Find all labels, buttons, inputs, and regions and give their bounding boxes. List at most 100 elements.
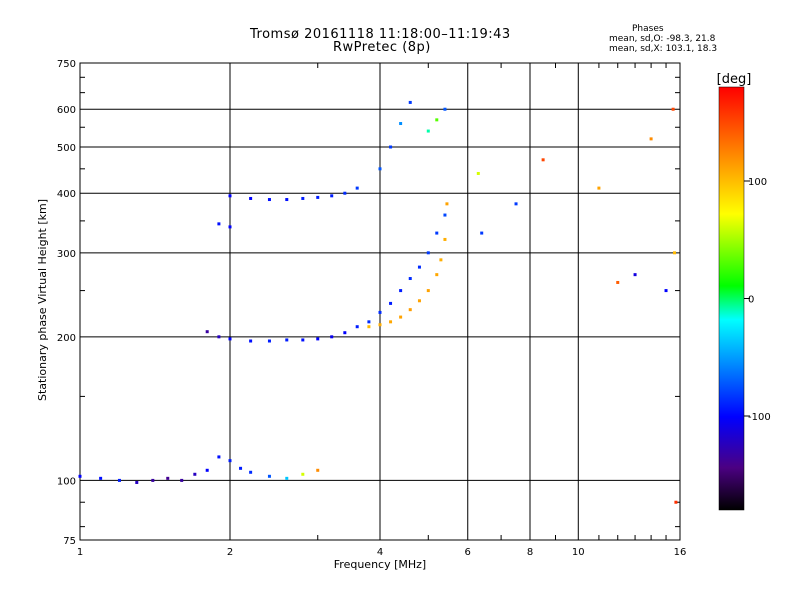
echo-point <box>285 198 289 202</box>
y-tick-label: 75 <box>63 536 76 547</box>
echo-point <box>633 273 637 277</box>
echo-point <box>426 289 430 293</box>
colorbar-ticks: 100 0 -100 <box>744 177 771 423</box>
x-tick-label: 10 <box>572 547 585 558</box>
echo-point <box>166 476 170 480</box>
echo-point <box>445 202 449 206</box>
echo-point <box>267 339 271 343</box>
phase-stats-heading: Phases <box>632 24 664 34</box>
y-tick-label: 750 <box>57 59 76 70</box>
echo-point <box>99 476 103 480</box>
colorbar-label: [deg] <box>717 72 752 87</box>
echo-point <box>426 129 430 133</box>
echo-point <box>673 251 677 255</box>
echo-point <box>239 466 243 470</box>
phase-stats-x: mean, sd,X: 103.1, 18.3 <box>609 44 718 54</box>
x-tick-label: 2 <box>227 547 233 558</box>
echo-point <box>378 310 382 314</box>
echo-point <box>514 202 518 206</box>
y-tick-label: 400 <box>57 189 76 200</box>
y-tick-label: 600 <box>57 105 76 116</box>
echo-point <box>217 455 221 459</box>
x-tick-label: 1 <box>77 547 83 558</box>
echo-point <box>480 231 484 235</box>
y-axis-label: Stationary phase Virtual Height [km] <box>36 199 49 401</box>
echo-point <box>408 308 412 312</box>
echo-point <box>355 325 359 329</box>
echo-point <box>649 137 653 141</box>
echo-point <box>417 265 421 269</box>
echo-point <box>180 478 184 482</box>
echo-point <box>205 468 209 472</box>
y-tick-label: 100 <box>57 476 76 487</box>
echo-point <box>267 474 271 478</box>
echo-point <box>541 158 545 162</box>
echo-point <box>285 338 289 342</box>
echo-point <box>343 191 347 195</box>
echo-point <box>399 289 403 293</box>
echo-point <box>435 273 439 277</box>
echo-point <box>408 277 412 281</box>
echo-point <box>316 337 320 341</box>
echo-point <box>389 320 393 324</box>
echo-point <box>417 299 421 303</box>
echo-point <box>399 122 403 126</box>
y-tick-label: 200 <box>57 333 76 344</box>
colorbar <box>718 86 745 511</box>
x-axis-label: Frequency [MHz] <box>334 558 426 571</box>
echo-point <box>228 225 232 229</box>
echo-point <box>367 325 371 329</box>
echo-point <box>217 222 221 226</box>
echo-point <box>664 289 668 293</box>
echo-point <box>343 331 347 335</box>
echo-point <box>267 198 271 202</box>
echo-point <box>249 339 253 343</box>
echo-point <box>217 335 221 339</box>
echo-point <box>671 107 675 111</box>
echo-point <box>301 472 305 476</box>
x-tick-label: 16 <box>674 547 687 558</box>
echo-point <box>330 335 334 339</box>
echo-point <box>249 196 253 200</box>
echo-point <box>355 186 359 190</box>
echo-point <box>476 171 480 175</box>
echo-point <box>426 251 430 255</box>
echo-point <box>228 194 232 198</box>
echo-point <box>674 500 678 504</box>
echo-point <box>399 315 403 319</box>
y-tick-label: 300 <box>57 249 76 260</box>
echo-point <box>378 167 382 171</box>
echo-point <box>228 337 232 341</box>
echo-point <box>597 186 601 190</box>
echo-point <box>443 237 447 241</box>
x-tick-label: 6 <box>465 547 471 558</box>
echo-point <box>193 472 197 476</box>
echo-point <box>301 196 305 200</box>
echo-point <box>205 330 209 334</box>
x-tick-label: 8 <box>527 547 533 558</box>
echo-point <box>151 478 155 482</box>
echo-point <box>117 478 121 482</box>
echo-point <box>249 470 253 474</box>
colorbar-tick-label: -100 <box>748 412 771 423</box>
echo-point <box>78 474 82 478</box>
echo-point <box>389 145 393 149</box>
x-tick-label: 4 <box>377 547 383 558</box>
echo-point <box>408 100 412 104</box>
y-tick-label: 500 <box>57 143 76 154</box>
echo-point <box>439 258 443 262</box>
phase-stats-o: mean, sd,O: -98.3, 21.8 <box>609 34 716 44</box>
echo-point <box>228 459 232 463</box>
echo-point <box>330 194 334 198</box>
tick-labels: 1 2 4 6 8 10 16 75 100 200 300 400 500 600 750 <box>57 59 686 558</box>
echo-point <box>435 231 439 235</box>
chart-subtitle: RwPretec (8p) <box>333 40 431 55</box>
colorbar-tick-label: 0 <box>748 295 754 306</box>
echo-point <box>443 213 447 217</box>
echo-point <box>367 320 371 324</box>
echo-point <box>316 468 320 472</box>
echo-point <box>301 338 305 342</box>
chart-title: Tromsø 20161118 11:18:00–11:19:43 <box>250 27 511 42</box>
echo-point <box>285 476 289 480</box>
